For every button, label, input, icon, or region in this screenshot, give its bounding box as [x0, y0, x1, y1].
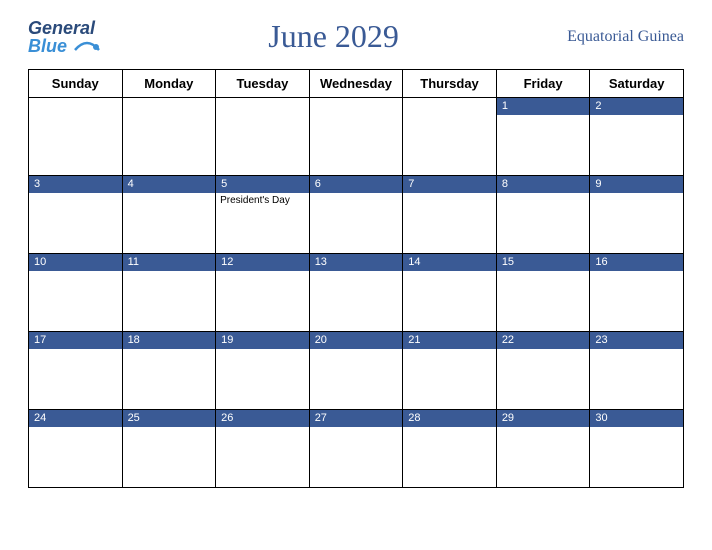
day-number-bar: 12 — [216, 254, 309, 271]
calendar-cell: 5President's Day — [216, 176, 310, 254]
day-number-bar: 1 — [497, 98, 590, 115]
calendar-cell: 7 — [403, 176, 497, 254]
month-title: June 2029 — [268, 18, 399, 55]
day-number-bar: 11 — [123, 254, 216, 271]
calendar-cell: 21 — [403, 332, 497, 410]
day-number-bar: 19 — [216, 332, 309, 349]
calendar-week: 10111213141516 — [29, 254, 684, 332]
day-number-bar: 7 — [403, 176, 496, 193]
calendar-cell: 15 — [496, 254, 590, 332]
calendar-cell: 12 — [216, 254, 310, 332]
calendar-cell: 19 — [216, 332, 310, 410]
day-number-bar: 2 — [590, 98, 683, 115]
day-header: Thursday — [403, 70, 497, 98]
logo-text-1: General — [28, 18, 95, 38]
calendar-week: 24252627282930 — [29, 410, 684, 488]
calendar-cell: 29 — [496, 410, 590, 488]
calendar-cell: 14 — [403, 254, 497, 332]
day-number-bar: 29 — [497, 410, 590, 427]
region-label: Equatorial Guinea — [567, 28, 684, 46]
calendar-cell — [403, 98, 497, 176]
calendar-cell: 1 — [496, 98, 590, 176]
day-number-bar: 18 — [123, 332, 216, 349]
day-number-bar: 30 — [590, 410, 683, 427]
day-number-bar: 13 — [310, 254, 403, 271]
calendar-cell: 17 — [29, 332, 123, 410]
calendar-cell — [216, 98, 310, 176]
day-header: Monday — [122, 70, 216, 98]
day-number-bar: 16 — [590, 254, 683, 271]
day-number-bar: 9 — [590, 176, 683, 193]
day-number-bar: 4 — [123, 176, 216, 193]
calendar-grid: Sunday Monday Tuesday Wednesday Thursday… — [28, 69, 684, 488]
calendar-cell — [29, 98, 123, 176]
calendar-cell: 23 — [590, 332, 684, 410]
day-header: Friday — [496, 70, 590, 98]
day-number-bar: 27 — [310, 410, 403, 427]
calendar-cell: 16 — [590, 254, 684, 332]
day-header: Saturday — [590, 70, 684, 98]
calendar-week: 345President's Day6789 — [29, 176, 684, 254]
day-number-bar: 8 — [497, 176, 590, 193]
day-header: Wednesday — [309, 70, 403, 98]
calendar-cell: 22 — [496, 332, 590, 410]
calendar-cell: 4 — [122, 176, 216, 254]
calendar-cell: 28 — [403, 410, 497, 488]
day-number-bar: 22 — [497, 332, 590, 349]
calendar-event: President's Day — [216, 193, 309, 208]
calendar-week: 12 — [29, 98, 684, 176]
calendar-cell: 25 — [122, 410, 216, 488]
calendar-cell: 30 — [590, 410, 684, 488]
day-number-bar: 23 — [590, 332, 683, 349]
calendar-cell — [309, 98, 403, 176]
day-number-bar: 14 — [403, 254, 496, 271]
calendar-cell: 27 — [309, 410, 403, 488]
calendar-cell: 20 — [309, 332, 403, 410]
day-number-bar: 6 — [310, 176, 403, 193]
calendar-cell: 2 — [590, 98, 684, 176]
day-number-bar: 20 — [310, 332, 403, 349]
calendar-cell: 10 — [29, 254, 123, 332]
day-number-bar: 26 — [216, 410, 309, 427]
day-header: Tuesday — [216, 70, 310, 98]
calendar-header: General Blue June 2029 Equatorial Guinea — [28, 18, 684, 55]
day-number-bar: 10 — [29, 254, 122, 271]
calendar-cell: 6 — [309, 176, 403, 254]
day-number-bar: 25 — [123, 410, 216, 427]
day-number-bar: 24 — [29, 410, 122, 427]
calendar-cell: 3 — [29, 176, 123, 254]
day-number-bar: 17 — [29, 332, 122, 349]
calendar-cell: 8 — [496, 176, 590, 254]
logo-text-2: Blue — [28, 36, 67, 56]
day-number-bar: 28 — [403, 410, 496, 427]
calendar-cell: 13 — [309, 254, 403, 332]
day-number-bar: 21 — [403, 332, 496, 349]
logo: General Blue — [28, 19, 100, 55]
day-header-row: Sunday Monday Tuesday Wednesday Thursday… — [29, 70, 684, 98]
calendar-cell: 9 — [590, 176, 684, 254]
day-number-bar: 5 — [216, 176, 309, 193]
calendar-cell — [122, 98, 216, 176]
day-number-bar: 15 — [497, 254, 590, 271]
logo-swoosh-icon — [74, 40, 100, 54]
calendar-cell: 26 — [216, 410, 310, 488]
calendar-cell: 18 — [122, 332, 216, 410]
day-number-bar: 3 — [29, 176, 122, 193]
calendar-body: 12345President's Day67891011121314151617… — [29, 98, 684, 488]
calendar-cell: 11 — [122, 254, 216, 332]
day-header: Sunday — [29, 70, 123, 98]
calendar-cell: 24 — [29, 410, 123, 488]
calendar-week: 17181920212223 — [29, 332, 684, 410]
